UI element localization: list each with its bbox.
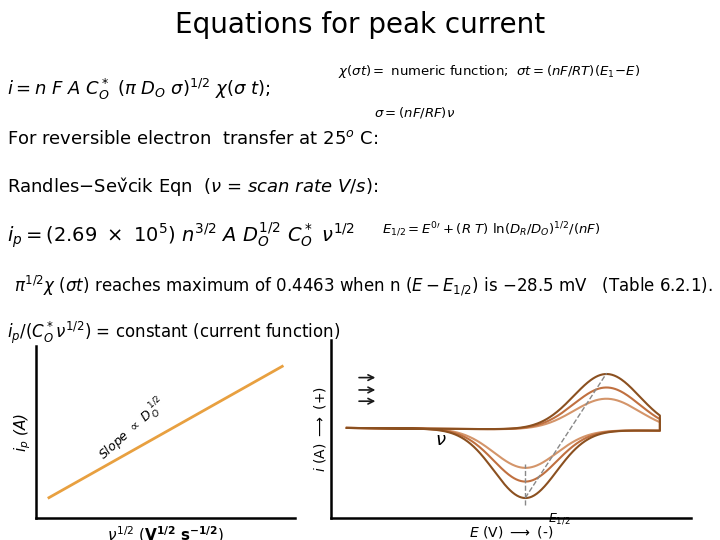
Text: Equations for peak current: Equations for peak current bbox=[175, 10, 545, 38]
Text: $\sigma = (nF/RF)\nu$: $\sigma = (nF/RF)\nu$ bbox=[374, 105, 456, 120]
Text: $i_p/ (C_O^*\nu^{1/2})$ = constant (current function): $i_p/ (C_O^*\nu^{1/2})$ = constant (curr… bbox=[7, 319, 341, 346]
Text: $\nu$: $\nu$ bbox=[435, 431, 446, 449]
Text: Slope $\propto$ $D_O^{\ 1/2}$: Slope $\propto$ $D_O^{\ 1/2}$ bbox=[94, 393, 171, 464]
Text: $E_{1/2}$: $E_{1/2}$ bbox=[549, 511, 571, 526]
Y-axis label: $i$ (A) $\longrightarrow$ (+): $i$ (A) $\longrightarrow$ (+) bbox=[312, 386, 328, 472]
Text: $E_{1/2} = E^{0\prime} + (R\ T)\ \ln(D_R/D_O)^{1/2}/(nF)$: $E_{1/2} = E^{0\prime} + (R\ T)\ \ln(D_R… bbox=[382, 221, 600, 239]
Text: $i = n\ F\ A\ C_O^*\ (\pi\ D_O\ \sigma)^{1/2}\ \chi(\sigma\ t);$: $i = n\ F\ A\ C_O^*\ (\pi\ D_O\ \sigma)^… bbox=[7, 77, 271, 102]
Text: $\pi^{1/2}\chi\ (\sigma t)$ reaches maximum of 0.4463 when n $(E - E_{1/2})$ is : $\pi^{1/2}\chi\ (\sigma t)$ reaches maxi… bbox=[14, 274, 713, 299]
Text: Randles$-$Sev$\check{\rm c}$ik Eqn  ($\nu$ = $\mathit{scan\ rate\ V/s}$):: Randles$-$Sev$\check{\rm c}$ik Eqn ($\nu… bbox=[7, 176, 378, 199]
Text: $\mathbf{\mathit{i_p = (2.69\ \times\ 10^5)\ n^{3/2}\ A\ D_O^{1/2}\ C_O^*\ \nu^{: $\mathbf{\mathit{i_p = (2.69\ \times\ 10… bbox=[7, 221, 355, 250]
Text: $\chi(\sigma t)=$ numeric function;  $\sigma t=(nF/RT)(E_1\!-\!E)$: $\chi(\sigma t)=$ numeric function; $\si… bbox=[338, 63, 641, 80]
Text: For reversible electron  transfer at 25$^o$ C:: For reversible electron transfer at 25$^… bbox=[7, 130, 379, 148]
X-axis label: $E$ (V) $\longrightarrow$ (-): $E$ (V) $\longrightarrow$ (-) bbox=[469, 524, 553, 540]
X-axis label: $\nu^{1/2}$ ($\mathbf{V^{1/2}\ s^{-1/2}}$): $\nu^{1/2}$ ($\mathbf{V^{1/2}\ s^{-1/2}}… bbox=[107, 524, 224, 540]
Y-axis label: $i_p$ (A): $i_p$ (A) bbox=[13, 413, 33, 451]
